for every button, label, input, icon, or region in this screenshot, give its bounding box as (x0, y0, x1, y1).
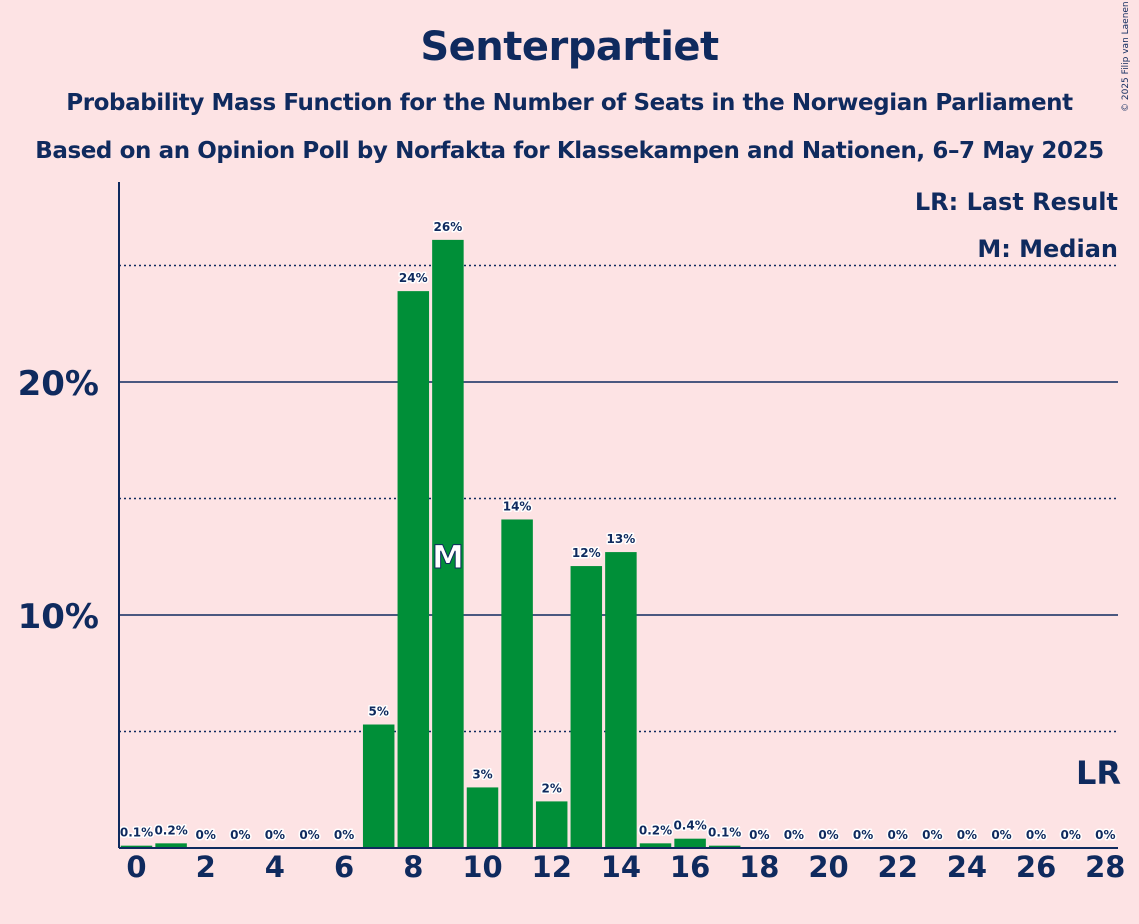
bar-seat-9 (432, 239, 464, 848)
x-tick-label: 20 (808, 850, 848, 884)
value-label-seat-9: 26% (434, 220, 463, 234)
value-label-seat-7: 5% (369, 705, 389, 719)
value-label-halo: 0.2% (154, 823, 187, 837)
legend-median: M: Median (977, 235, 1118, 263)
bar-seat-0 (120, 845, 153, 848)
value-label-seat-6: 0% (334, 828, 354, 842)
chart-subtitle: Probability Mass Function for the Number… (66, 90, 1073, 116)
value-label-halo: 0% (784, 828, 804, 842)
x-tick-label: 4 (265, 850, 285, 884)
value-label-seat-18: 0% (749, 828, 769, 842)
chart-title: Senterpartiet (420, 24, 719, 70)
value-label-halo: 12% (572, 546, 601, 560)
x-tick-label: 26 (1016, 850, 1056, 884)
value-label-halo: 2% (542, 781, 562, 795)
value-label-halo: 0% (299, 828, 319, 842)
value-label-seat-12: 2% (542, 781, 562, 795)
value-label-seat-16: 0.4% (673, 819, 706, 833)
value-label-halo: 5% (369, 705, 389, 719)
bar-seat-12 (535, 801, 568, 848)
bar-seat-16 (674, 838, 706, 848)
legend-last-result: LR: Last Result (915, 188, 1118, 216)
value-label-halo: 0% (334, 828, 354, 842)
value-label-halo: 0.1% (708, 826, 741, 840)
value-label-seat-17: 0.1% (708, 826, 741, 840)
x-tick-label: 16 (670, 850, 710, 884)
bar-seat-17 (708, 845, 741, 848)
bar-seat-14 (605, 552, 637, 848)
value-label-halo: 0% (853, 828, 873, 842)
value-label-seat-4: 0% (265, 828, 285, 842)
value-label-seat-5: 0% (299, 828, 319, 842)
value-label-seat-22: 0% (888, 828, 908, 842)
value-label-halo: 0% (230, 828, 250, 842)
value-label-halo: 0% (1026, 828, 1046, 842)
bar-seat-7 (362, 724, 395, 848)
value-label-halo: 0% (196, 828, 216, 842)
x-tick-label: 6 (334, 850, 354, 884)
value-label-seat-10: 3% (472, 767, 492, 781)
value-label-seat-27: 0% (1061, 828, 1081, 842)
x-tick-label: 22 (878, 850, 918, 884)
value-label-seat-15: 0.2% (639, 823, 672, 837)
value-label-halo: 0% (922, 828, 942, 842)
x-tick-label: 28 (1085, 850, 1125, 884)
value-label-halo: 13% (607, 532, 636, 546)
bar-seat-1 (155, 843, 187, 848)
value-label-halo: 24% (399, 271, 428, 285)
value-label-halo: 0.4% (673, 819, 706, 833)
value-label-halo: 0.1% (120, 826, 153, 840)
x-tick-label: 10 (462, 850, 502, 884)
bar-seat-13 (570, 566, 603, 848)
x-tick-label: 18 (739, 850, 779, 884)
bar-seat-11 (501, 519, 533, 848)
value-label-seat-0: 0.1% (120, 826, 153, 840)
x-tick-label: 0 (126, 850, 146, 884)
value-label-halo: 0% (888, 828, 908, 842)
value-label-seat-20: 0% (818, 828, 838, 842)
value-label-halo: 0% (991, 828, 1011, 842)
x-tick-label: 24 (947, 850, 987, 884)
value-label-halo: 0.2% (639, 823, 672, 837)
last-result-marker: LR (1076, 754, 1121, 792)
y-tick-label: 20% (18, 364, 99, 404)
value-label-seat-28: 0% (1095, 828, 1115, 842)
value-label-seat-24: 0% (957, 828, 977, 842)
value-label-halo: 0% (265, 828, 285, 842)
value-label-halo: 0% (1061, 828, 1081, 842)
bar-seat-15 (639, 843, 672, 848)
value-label-halo: 14% (503, 499, 532, 513)
value-label-halo: 3% (472, 767, 492, 781)
x-tick-label: 2 (196, 850, 216, 884)
value-label-halo: 0% (1095, 828, 1115, 842)
value-label-halo: 0% (749, 828, 769, 842)
value-label-halo: 0% (957, 828, 977, 842)
x-tick-label: 14 (601, 850, 641, 884)
value-label-seat-11: 14% (503, 499, 532, 513)
bar-seat-10 (466, 787, 499, 848)
value-label-seat-13: 12% (572, 546, 601, 560)
x-tick-label: 8 (403, 850, 423, 884)
value-label-seat-1: 0.2% (154, 823, 187, 837)
value-label-halo: 0% (818, 828, 838, 842)
x-tick-label: 12 (532, 850, 572, 884)
value-label-seat-3: 0% (230, 828, 250, 842)
value-label-seat-14: 13% (607, 532, 636, 546)
value-label-seat-21: 0% (853, 828, 873, 842)
value-label-halo: 26% (434, 220, 463, 234)
bar-seat-8 (397, 291, 430, 848)
median-marker: M (432, 538, 464, 576)
y-tick-label: 10% (18, 597, 99, 637)
value-label-seat-23: 0% (922, 828, 942, 842)
value-label-seat-26: 0% (1026, 828, 1046, 842)
chart-subtitle-poll: Based on an Opinion Poll by Norfakta for… (35, 138, 1104, 164)
value-label-seat-2: 0% (196, 828, 216, 842)
value-label-seat-8: 24% (399, 271, 428, 285)
value-label-seat-19: 0% (784, 828, 804, 842)
value-label-seat-25: 0% (991, 828, 1011, 842)
